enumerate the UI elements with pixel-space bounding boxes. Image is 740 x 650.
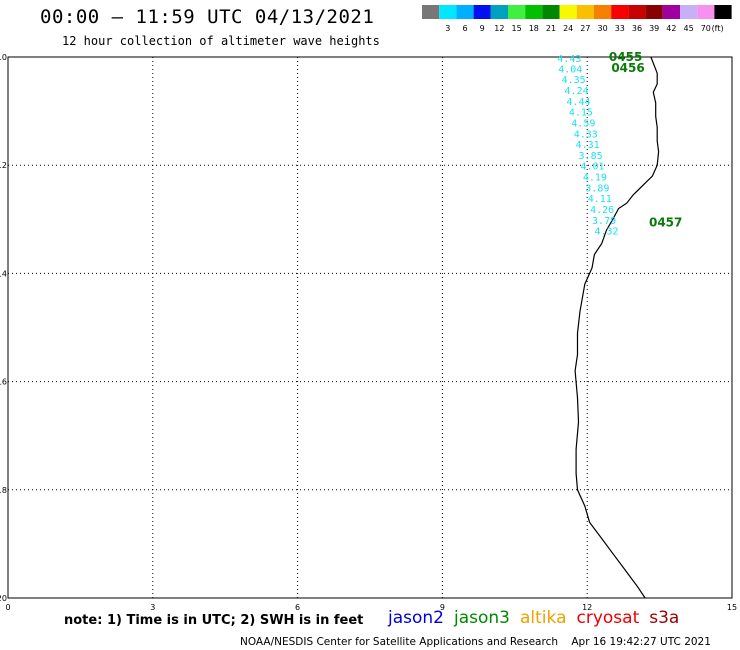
legend-label: 42 (666, 24, 676, 33)
lat-tick-label: -10 (0, 53, 7, 62)
legend-swatch (714, 5, 732, 19)
wave-height-map: 03691215-10-12-14-16-18-204.434.044.354.… (0, 50, 737, 610)
legend-label: 27 (580, 24, 590, 33)
legend-label: 33 (615, 24, 625, 33)
wave-height-label: 4.24 (565, 86, 589, 97)
legend-swatch (439, 5, 457, 19)
wave-height-label: 4.35 (562, 75, 586, 86)
wave-height-label: 4.59 (571, 118, 595, 129)
legend-swatch (508, 5, 526, 19)
legend-label: 45 (684, 24, 694, 33)
wave-height-label: 4.32 (594, 227, 618, 238)
legend-label: 30 (598, 24, 608, 33)
satellite-altika: altika (520, 608, 567, 628)
pass-time-label: 0457 (649, 216, 682, 230)
wave-height-label: 4.44 (566, 97, 590, 108)
color-legend: 3 6 9 12 15 18 21 24 27 30 33 36 39 42 45 70 (ft) (422, 5, 732, 33)
wave-height-label: 4.31 (576, 140, 600, 151)
wave-height-label: 4.01 (580, 162, 604, 173)
legend-label: 24 (563, 24, 573, 33)
legend-swatch (594, 5, 612, 19)
lat-tick-label: -20 (0, 594, 7, 603)
satellite-jason3: jason3 (454, 608, 510, 628)
legend-swatch (680, 5, 698, 19)
satellite-legend: jason2 jason3 altika cryosat s3a (388, 608, 689, 628)
wave-height-label: 4.43 (557, 54, 581, 65)
legend-label: 21 (546, 24, 556, 33)
legend-swatch (697, 5, 715, 19)
legend-label: 3 (445, 24, 450, 33)
legend-label: 36 (632, 24, 642, 33)
wave-height-label: 4.19 (583, 173, 607, 184)
legend-swatch (662, 5, 680, 19)
satellite-s3a: s3a (649, 608, 680, 628)
wave-height-label: 4.04 (558, 64, 582, 75)
wave-height-label: 4.11 (588, 194, 612, 205)
lat-tick-label: -18 (0, 486, 7, 495)
wave-height-label: 4.15 (569, 108, 593, 119)
coastline (574, 56, 660, 599)
lon-tick-label: 3 (150, 603, 155, 610)
credit-line: NOAA/NESDIS Center for Satellite Applica… (240, 636, 711, 648)
footnote: note: 1) Time is in UTC; 2) SWH is in fe… (64, 613, 364, 628)
legend-swatch (422, 5, 440, 19)
legend-swatch (473, 5, 491, 19)
wave-height-label: 3.85 (579, 151, 603, 162)
lat-tick-label: -16 (0, 378, 7, 387)
satellite-cryosat: cryosat (576, 608, 640, 628)
legend-label: 9 (480, 24, 485, 33)
wave-height-label: 3.79 (592, 216, 616, 227)
pass-time-label: 0456 (611, 61, 644, 75)
legend-label: 6 (462, 24, 467, 33)
legend-label: 15 (512, 24, 522, 33)
wave-height-label: 4.26 (590, 205, 614, 216)
legend-swatch (559, 5, 577, 19)
lon-tick-label: 12 (582, 603, 592, 610)
legend-swatch (628, 5, 646, 19)
legend-label: 12 (494, 24, 504, 33)
legend-swatch (490, 5, 508, 19)
lat-tick-label: -12 (0, 161, 7, 170)
legend-label: 39 (649, 24, 659, 33)
legend-unit: (ft) (712, 24, 724, 33)
satellite-jason2: jason2 (388, 608, 444, 628)
lat-tick-label: -14 (0, 269, 7, 278)
legend-swatch (645, 5, 663, 19)
map-frame (7, 56, 733, 599)
legend-label: 70 (701, 24, 711, 33)
map-subtitle: 12 hour collection of altimeter wave hei… (62, 34, 380, 48)
lon-tick-label: 15 (727, 603, 737, 610)
pass-time-label: 0455 (609, 50, 642, 64)
lon-tick-label: 6 (295, 603, 300, 610)
legend-swatch (611, 5, 629, 19)
map-title: 00:00 – 11:59 UTC 04/13/2021 (40, 6, 375, 28)
wave-height-label: 4.33 (574, 129, 598, 140)
legend-swatch (542, 5, 560, 19)
lon-tick-label: 9 (440, 603, 445, 610)
legend-swatch (456, 5, 474, 19)
lon-tick-label: 0 (5, 603, 10, 610)
legend-swatch (576, 5, 594, 19)
legend-label: 18 (529, 24, 539, 33)
legend-swatch (525, 5, 543, 19)
wave-height-label: 3.89 (585, 183, 609, 194)
